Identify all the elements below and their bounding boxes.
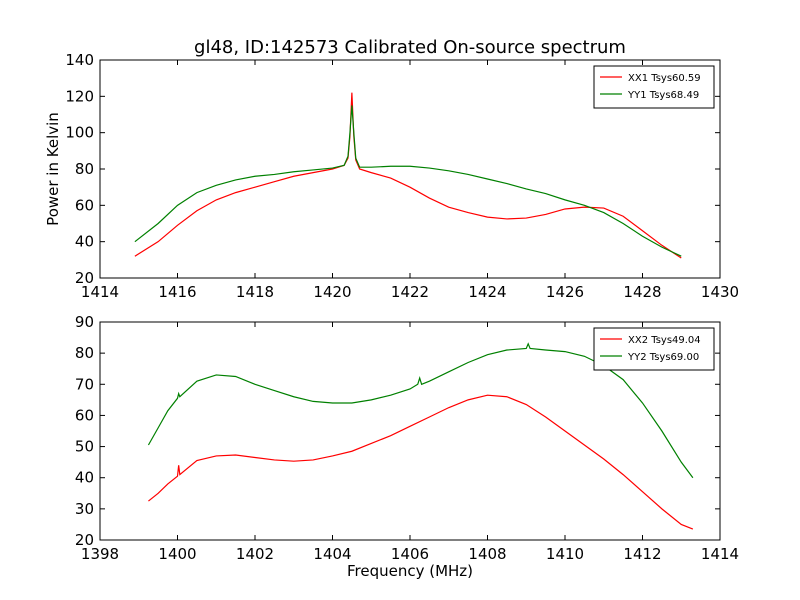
series-line-1-2 (134, 105, 682, 257)
y-tick-label: 40 (75, 233, 94, 251)
y-tick-label: 100 (65, 124, 94, 142)
x-tick-label: 1422 (391, 283, 429, 301)
x-tick-label: 1406 (391, 545, 429, 563)
legend-box (593, 327, 715, 371)
series-line-2-2 (147, 342, 694, 479)
y-tick-label: 70 (75, 375, 94, 393)
x-tick-label: 1424 (468, 283, 506, 301)
x-tick-label: 1412 (623, 545, 661, 563)
legend-label: XX1 Tsys60.59 (628, 73, 701, 84)
legend: XX2 Tsys49.04 YY2 Tsys69.00 (593, 327, 715, 371)
x-tick-label: 1430 (701, 283, 739, 301)
x-tick-label: 1426 (546, 283, 584, 301)
legend-label: XX2 Tsys49.04 (628, 335, 701, 346)
x-tick-label: 1408 (468, 545, 506, 563)
y-tick-label: 30 (75, 500, 94, 518)
x-tick-label: 1400 (158, 545, 196, 563)
y-tick-label: 60 (75, 196, 94, 214)
subplot-2: 1398 1400 1402 1404 1406 1408 1410 1412 1414 20 30… (75, 313, 739, 580)
legend: XX1 Tsys60.59 YY1 Tsys68.49 (593, 65, 715, 109)
x-tick-label: 1428 (623, 283, 661, 301)
x-tick-label: 1402 (236, 545, 274, 563)
y-tick-label: 120 (65, 87, 94, 105)
legend-label: YY2 Tsys69.00 (627, 352, 699, 363)
x-tick-label: 1420 (313, 283, 351, 301)
figure-title: gl48, ID:142573 Calibrated On-source spe… (194, 37, 626, 58)
x-tick-label: 1418 (236, 283, 274, 301)
series-line-1-1 (134, 92, 682, 259)
x-tick-label: 1414 (81, 283, 119, 301)
y-tick-label: 60 (75, 406, 94, 424)
y-tick-label: 50 (75, 438, 94, 456)
y-tick-label: 40 (75, 469, 94, 487)
y-axis-title: Power in Kelvin (44, 112, 62, 226)
y-tick-label: 20 (75, 269, 94, 287)
x-tick-label: 1404 (313, 545, 351, 563)
y-tick-label: 90 (75, 313, 94, 331)
legend-label: YY1 Tsys68.49 (627, 90, 699, 101)
legend-box (593, 65, 715, 109)
x-tick-label: 1414 (701, 545, 739, 563)
y-tick-label: 80 (75, 160, 94, 178)
y-tick-label: 80 (75, 344, 94, 362)
y-tick-label: 140 (65, 51, 94, 69)
x-axis-title: Frequency (MHz) (347, 562, 473, 580)
series-line-2-1 (148, 394, 694, 530)
x-tick-label: 1398 (81, 545, 119, 563)
x-tick-label: 1410 (546, 545, 584, 563)
subplot-1: 1414 1416 1418 1420 1422 1424 1426 1428 1430 20 40… (44, 51, 739, 301)
x-tick-label: 1416 (158, 283, 196, 301)
y-tick-label: 20 (75, 531, 94, 549)
